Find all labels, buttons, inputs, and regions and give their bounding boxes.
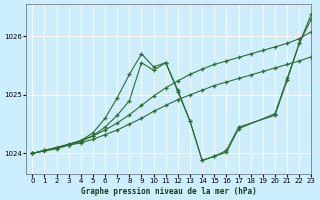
X-axis label: Graphe pression niveau de la mer (hPa): Graphe pression niveau de la mer (hPa) (81, 187, 257, 196)
